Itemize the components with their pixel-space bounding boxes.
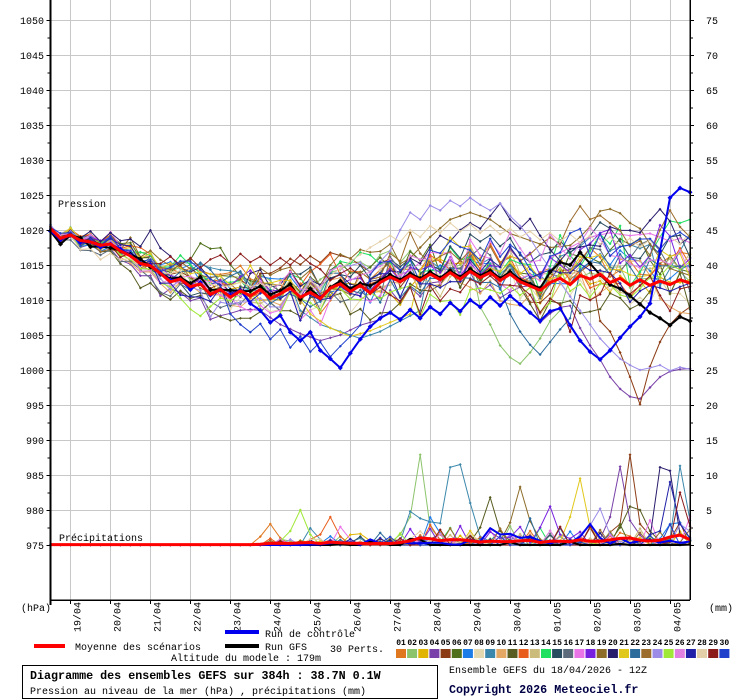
svg-text:25: 25 <box>664 639 674 648</box>
svg-text:30: 30 <box>706 332 718 343</box>
svg-text:18: 18 <box>586 639 596 648</box>
svg-text:22/04: 22/04 <box>193 602 205 632</box>
svg-text:Précipitations: Précipitations <box>59 533 143 545</box>
svg-text:12: 12 <box>519 639 529 648</box>
svg-text:29: 29 <box>708 639 718 648</box>
svg-text:(mm): (mm) <box>709 603 733 615</box>
svg-text:09: 09 <box>485 639 495 648</box>
svg-text:20: 20 <box>608 639 618 648</box>
svg-text:Run de contrôle: Run de contrôle <box>265 629 355 641</box>
svg-text:Altitude du modele : 179m: Altitude du modele : 179m <box>171 653 321 665</box>
svg-text:Diagramme des ensembles GEFS s: Diagramme des ensembles GEFS sur 384h : … <box>30 669 382 683</box>
svg-text:1035: 1035 <box>20 122 44 133</box>
svg-text:10: 10 <box>706 472 718 483</box>
svg-text:19: 19 <box>597 639 607 648</box>
svg-text:13: 13 <box>530 639 540 648</box>
svg-text:06: 06 <box>452 639 462 648</box>
svg-text:75: 75 <box>706 17 718 28</box>
svg-text:03/05: 03/05 <box>633 602 645 632</box>
svg-text:27: 27 <box>686 639 696 648</box>
svg-text:10: 10 <box>497 639 507 648</box>
svg-text:29/04: 29/04 <box>473 602 485 632</box>
svg-text:990: 990 <box>26 437 44 448</box>
svg-text:1005: 1005 <box>20 332 44 343</box>
svg-text:Moyenne des scénarios: Moyenne des scénarios <box>75 642 201 654</box>
svg-text:15: 15 <box>706 437 718 448</box>
svg-text:08: 08 <box>474 639 484 648</box>
svg-text:1015: 1015 <box>20 262 44 273</box>
svg-text:11: 11 <box>508 639 518 648</box>
svg-text:20: 20 <box>706 402 718 413</box>
svg-text:70: 70 <box>706 52 718 63</box>
svg-text:28: 28 <box>697 639 707 648</box>
svg-text:40: 40 <box>706 262 718 273</box>
svg-text:45: 45 <box>706 227 718 238</box>
svg-text:1030: 1030 <box>20 157 44 168</box>
svg-text:1045: 1045 <box>20 52 44 63</box>
svg-text:04/05: 04/05 <box>673 602 685 632</box>
svg-text:02: 02 <box>407 639 417 648</box>
svg-text:985: 985 <box>26 472 44 483</box>
svg-text:Run GFS: Run GFS <box>265 643 307 654</box>
svg-text:21: 21 <box>619 639 629 648</box>
svg-text:Pression: Pression <box>58 199 106 211</box>
svg-text:20/04: 20/04 <box>113 602 125 632</box>
svg-text:Ensemble GEFS du 18/04/2026 -: Ensemble GEFS du 18/04/2026 - 12Z <box>449 665 647 677</box>
svg-text:28/04: 28/04 <box>433 602 445 632</box>
svg-text:30 Perts.: 30 Perts. <box>330 645 384 656</box>
svg-text:980: 980 <box>26 507 44 518</box>
svg-text:22: 22 <box>630 639 640 648</box>
svg-text:14: 14 <box>541 639 551 648</box>
svg-text:1025: 1025 <box>20 192 44 203</box>
svg-text:(hPa): (hPa) <box>21 603 51 615</box>
svg-text:30/04: 30/04 <box>513 602 525 632</box>
svg-text:35: 35 <box>706 297 718 308</box>
svg-text:1000: 1000 <box>20 367 44 378</box>
svg-text:02/05: 02/05 <box>593 602 605 632</box>
svg-text:01: 01 <box>396 639 406 648</box>
svg-text:01/05: 01/05 <box>553 602 565 632</box>
svg-text:Pression au niveau de la mer (: Pression au niveau de la mer (hPa) , pré… <box>30 686 366 698</box>
svg-text:19/04: 19/04 <box>73 602 85 632</box>
svg-text:1050: 1050 <box>20 17 44 28</box>
svg-text:04: 04 <box>430 639 440 648</box>
svg-text:05: 05 <box>441 639 451 648</box>
svg-text:Copyright 2026 Meteociel.fr: Copyright 2026 Meteociel.fr <box>449 683 638 697</box>
svg-text:21/04: 21/04 <box>153 602 165 632</box>
svg-text:25: 25 <box>706 367 718 378</box>
svg-text:0: 0 <box>706 542 712 553</box>
svg-text:26/04: 26/04 <box>353 602 365 632</box>
svg-text:25/04: 25/04 <box>313 602 325 632</box>
svg-text:1010: 1010 <box>20 297 44 308</box>
svg-text:23: 23 <box>641 639 651 648</box>
svg-text:23/04: 23/04 <box>233 602 245 632</box>
svg-text:26: 26 <box>675 639 685 648</box>
svg-text:975: 975 <box>26 542 44 553</box>
svg-text:03: 03 <box>418 639 428 648</box>
svg-text:17: 17 <box>575 639 585 648</box>
svg-text:24/04: 24/04 <box>273 602 285 632</box>
svg-text:15: 15 <box>552 639 562 648</box>
svg-text:27/04: 27/04 <box>393 602 405 632</box>
svg-text:30: 30 <box>720 639 730 648</box>
svg-text:1040: 1040 <box>20 87 44 98</box>
svg-text:24: 24 <box>653 639 663 648</box>
svg-text:50: 50 <box>706 192 718 203</box>
svg-text:07: 07 <box>463 639 473 648</box>
svg-text:55: 55 <box>706 157 718 168</box>
svg-text:16: 16 <box>563 639 573 648</box>
svg-text:65: 65 <box>706 87 718 98</box>
svg-text:5: 5 <box>706 507 712 518</box>
svg-text:1020: 1020 <box>20 227 44 238</box>
svg-text:60: 60 <box>706 122 718 133</box>
svg-text:995: 995 <box>26 402 44 413</box>
